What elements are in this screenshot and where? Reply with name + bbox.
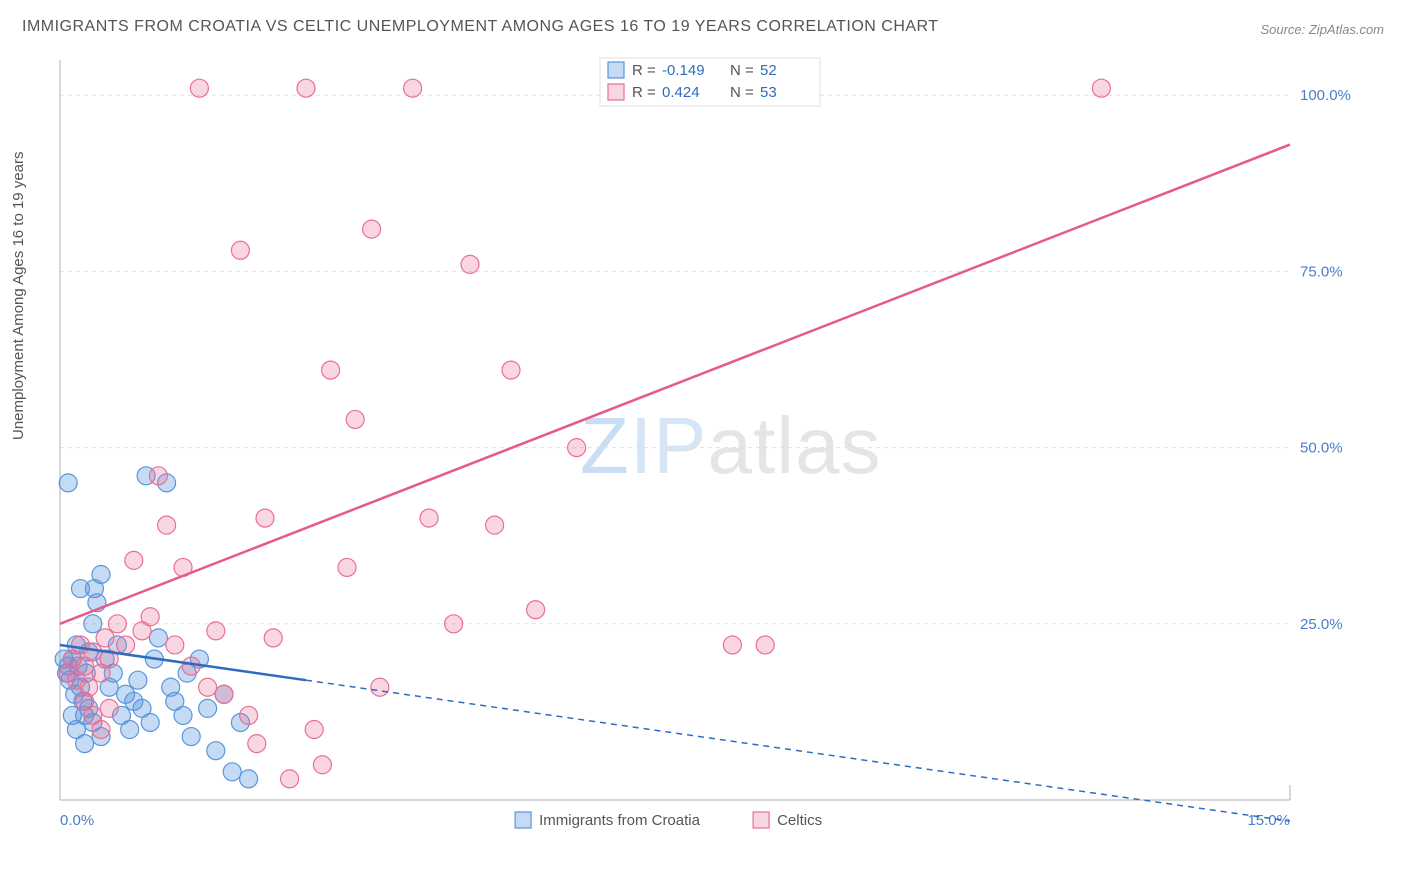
scatter-point xyxy=(125,551,143,569)
scatter-point xyxy=(182,657,200,675)
x-tick-label: 0.0% xyxy=(60,812,94,829)
scatter-point xyxy=(256,509,274,527)
scatter-point xyxy=(297,79,315,97)
scatter-point xyxy=(182,728,200,746)
scatter-point xyxy=(96,629,114,647)
legend-r-value: -0.149 xyxy=(662,62,705,79)
legend-bottom-label: Immigrants from Croatia xyxy=(539,812,701,829)
scatter-point xyxy=(264,629,282,647)
scatter-point xyxy=(117,636,135,654)
scatter-point xyxy=(723,636,741,654)
scatter-point xyxy=(338,558,356,576)
scatter-point xyxy=(240,706,258,724)
scatter-point xyxy=(461,255,479,273)
y-axis-label: Unemployment Among Ages 16 to 19 years xyxy=(10,151,27,440)
legend-bottom-swatch xyxy=(753,812,769,828)
scatter-point xyxy=(174,706,192,724)
scatter-point xyxy=(346,410,364,428)
scatter-point xyxy=(190,79,208,97)
scatter-point xyxy=(92,565,110,583)
scatter-point xyxy=(502,361,520,379)
legend-bottom-swatch xyxy=(515,812,531,828)
scatter-point xyxy=(486,516,504,534)
scatter-point xyxy=(84,615,102,633)
scatter-point xyxy=(215,685,233,703)
scatter-chart: 25.0% 50.0% 75.0% 100.0% 0.0% 15.0% R = -0.149 N… xyxy=(50,50,1360,840)
scatter-point xyxy=(445,615,463,633)
scatter-point xyxy=(59,474,77,492)
scatter-point xyxy=(281,770,299,788)
legend-swatch xyxy=(608,84,624,100)
scatter-point xyxy=(568,439,586,457)
scatter-point xyxy=(371,678,389,696)
legend-n-value: 52 xyxy=(760,62,777,79)
y-tick-label: 25.0% xyxy=(1300,616,1343,633)
chart-title: IMMIGRANTS FROM CROATIA VS CELTIC UNEMPL… xyxy=(22,18,939,36)
scatter-point xyxy=(84,643,102,661)
scatter-point xyxy=(72,580,90,598)
scatter-point xyxy=(527,601,545,619)
legend-swatch xyxy=(608,62,624,78)
scatter-point xyxy=(166,636,184,654)
x-tick-label: 15.0% xyxy=(1247,812,1290,829)
scatter-point xyxy=(108,615,126,633)
scatter-point xyxy=(1092,79,1110,97)
scatter-point xyxy=(76,735,94,753)
y-tick-label: 100.0% xyxy=(1300,87,1351,104)
scatter-point xyxy=(313,756,331,774)
scatter-point xyxy=(158,516,176,534)
scatter-point xyxy=(223,763,241,781)
scatter-point xyxy=(129,671,147,689)
scatter-point xyxy=(100,699,118,717)
scatter-point xyxy=(756,636,774,654)
scatter-point xyxy=(231,241,249,259)
legend-r-label: R = xyxy=(632,84,656,101)
scatter-point xyxy=(305,721,323,739)
scatter-point xyxy=(420,509,438,527)
scatter-point xyxy=(322,361,340,379)
legend-n-label: N = xyxy=(730,84,754,101)
legend-r-value: 0.424 xyxy=(662,84,700,101)
legend-r-label: R = xyxy=(632,62,656,79)
legend-n-value: 53 xyxy=(760,84,777,101)
y-tick-label: 50.0% xyxy=(1300,440,1343,457)
scatter-point xyxy=(92,721,110,739)
scatter-point xyxy=(121,721,139,739)
scatter-point xyxy=(199,678,217,696)
scatter-point xyxy=(363,220,381,238)
scatter-point xyxy=(404,79,422,97)
scatter-point xyxy=(149,629,167,647)
scatter-point xyxy=(248,735,266,753)
scatter-point xyxy=(141,608,159,626)
scatter-point xyxy=(207,622,225,640)
legend-bottom-label: Celtics xyxy=(777,812,822,829)
source-attribution: Source: ZipAtlas.com xyxy=(1260,22,1384,37)
y-tick-label: 75.0% xyxy=(1300,263,1343,280)
scatter-point xyxy=(199,699,217,717)
scatter-point xyxy=(141,713,159,731)
legend-top: R = -0.149 N = 52 R = 0.424 N = 53 xyxy=(600,58,820,106)
legend-n-label: N = xyxy=(730,62,754,79)
scatter-point xyxy=(149,467,167,485)
chart-container: IMMIGRANTS FROM CROATIA VS CELTIC UNEMPL… xyxy=(0,0,1406,892)
scatter-point xyxy=(240,770,258,788)
trend-line-solid xyxy=(60,145,1290,624)
scatter-point xyxy=(207,742,225,760)
